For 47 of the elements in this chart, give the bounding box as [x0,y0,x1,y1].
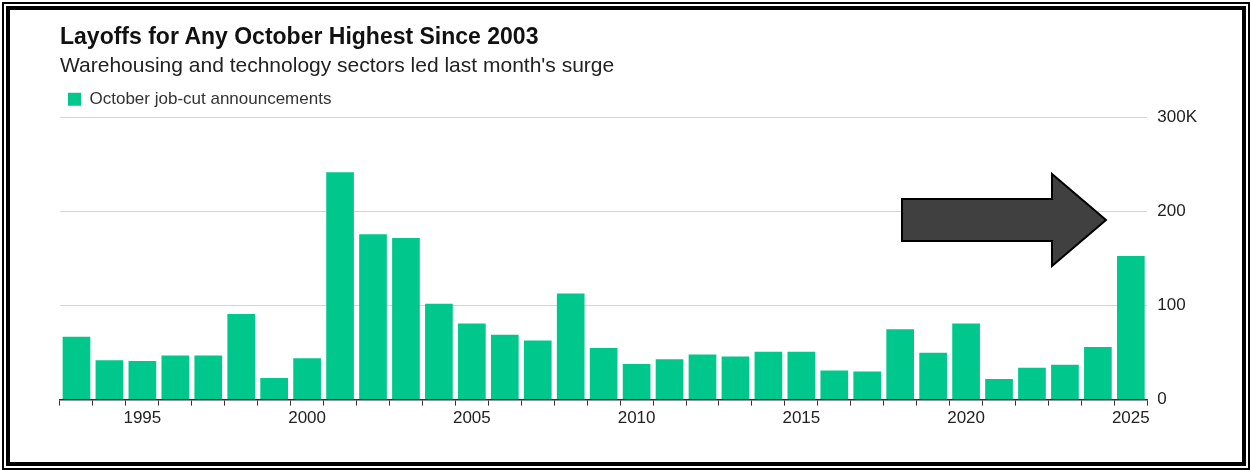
bar [1116,255,1145,400]
chart-subtitle: Warehousing and technology sectors led last month's surge [60,53,615,76]
bar [128,361,157,400]
bar [260,378,288,400]
bar [161,355,190,400]
bar [425,303,453,400]
bar [688,354,717,400]
y-tick-label: 0 [1157,389,1167,409]
bar [490,334,519,400]
bar [1084,347,1112,400]
x-tick-label: 1995 [123,408,162,428]
bar [194,355,223,400]
x-tick-label: 2020 [947,408,985,428]
bar [655,359,684,400]
bar [919,352,947,400]
bar [326,172,354,400]
x-tick-label: 2025 [1111,408,1150,428]
chart-title: Layoffs for Any October Highest Since 2003 [60,23,539,50]
bar [359,234,387,400]
bar [622,363,651,400]
bar [293,358,321,400]
y-tick-label: 300K [1157,107,1198,127]
bar [95,360,124,400]
x-tick-label: 2010 [617,408,656,428]
bar [392,238,420,400]
bar [556,293,585,400]
bar [1051,364,1079,400]
bar [853,371,882,400]
x-tick-label: 2000 [288,408,327,428]
bar [787,351,816,400]
bar [754,351,783,400]
y-tick-label: 100 [1157,295,1186,315]
x-tick-label: 2015 [782,408,821,428]
x-tick-label: 2005 [452,408,491,428]
bar [1018,367,1046,400]
bar [820,370,849,400]
bar [886,329,915,400]
y-tick-label: 200 [1157,201,1186,221]
bar [985,378,1013,400]
bar [952,323,980,400]
bar [458,323,486,400]
bar [589,347,618,400]
bar [227,314,256,400]
bar [523,340,552,400]
legend-label: October job-cut announcements [89,88,332,108]
bar [721,356,750,400]
bar [62,336,91,400]
